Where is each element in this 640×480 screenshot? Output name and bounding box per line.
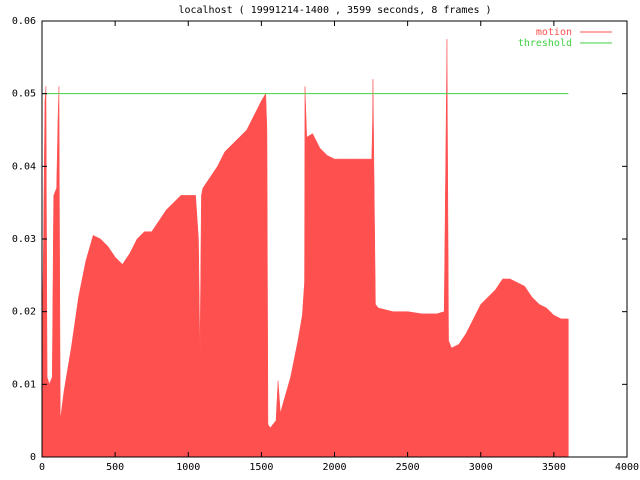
x-tick-label: 1500 (249, 462, 273, 473)
legend-label: threshold (518, 38, 572, 49)
y-tick-label: 0.04 (12, 161, 36, 172)
y-tick-label: 0.06 (12, 16, 36, 27)
x-tick-label: 500 (106, 462, 124, 473)
x-tick-label: 3500 (542, 462, 566, 473)
y-tick-label: 0 (30, 452, 36, 463)
x-tick-label: 1000 (176, 462, 200, 473)
x-tick-label: 2000 (322, 462, 346, 473)
y-tick-label: 0.01 (12, 379, 36, 390)
x-tick-label: 3000 (469, 462, 493, 473)
legend-label: motion (536, 27, 572, 38)
y-tick-label: 0.03 (12, 234, 36, 245)
x-tick-label: 0 (39, 462, 45, 473)
chart-title: localhost ( 19991214-1400 , 3599 seconds… (178, 5, 491, 16)
x-tick-label: 2500 (396, 462, 420, 473)
x-tick-label: 4000 (615, 462, 639, 473)
y-tick-label: 0.05 (12, 89, 36, 100)
y-tick-label: 0.02 (12, 307, 36, 318)
area (41, 39, 569, 458)
